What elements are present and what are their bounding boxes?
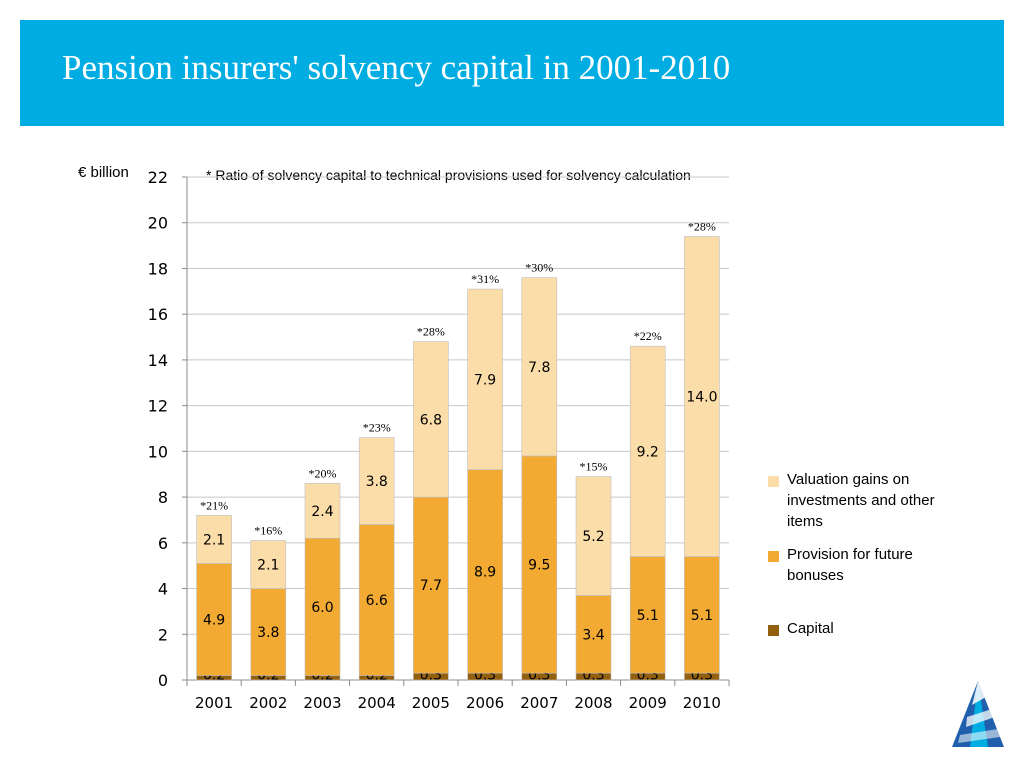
ratio-label-2010: *28%	[688, 219, 716, 233]
x-tick-label-2002: 2002	[249, 694, 287, 712]
bar-value-label-2010-s2: 14.0	[686, 389, 717, 405]
bar-value-label-2009-s1: 5.1	[637, 608, 659, 624]
bar-segment-2006-s1	[467, 469, 503, 674]
chart-footnote: * Ratio of solvency capital to technical…	[206, 167, 691, 183]
title-banner: Pension insurers' solvency capital in 20…	[20, 20, 1004, 126]
legend-label-provision: Provision for future bonuses	[787, 546, 913, 584]
bar-value-label-2002-s1: 3.8	[257, 625, 279, 641]
page-title: Pension insurers' solvency capital in 20…	[62, 48, 731, 87]
bar-segment-2003-s2	[304, 483, 341, 539]
y-tick-label-2: 2	[158, 625, 168, 644]
y-tick-label-6: 6	[158, 534, 168, 553]
y-tick-label-12: 12	[148, 397, 168, 416]
legend-swatch-capital	[768, 625, 779, 636]
y-tick-label-0: 0	[158, 671, 168, 690]
y-tick-label-10: 10	[148, 442, 168, 461]
bar-value-label-2003-s1: 6.0	[311, 600, 333, 616]
x-tick-label-2004: 2004	[358, 694, 396, 712]
y-axis-unit-label: € billion	[78, 164, 129, 181]
x-tick-label-2010: 2010	[683, 694, 721, 712]
bar-segment-2001-s1	[196, 563, 232, 676]
x-tick-label-2007: 2007	[520, 694, 558, 712]
x-tick-label-2008: 2008	[574, 694, 612, 712]
bar-segment-2007-s2	[521, 277, 558, 457]
bar-value-label-2005-s1: 7.7	[420, 578, 442, 594]
bar-segment-2006-s2	[467, 288, 503, 470]
bar-segment-2007-s1	[521, 455, 558, 674]
y-tick-label-16: 16	[148, 305, 168, 324]
bar-value-label-2009-s2: 9.2	[637, 444, 659, 460]
ratio-label-2001: *21%	[200, 498, 228, 512]
ratio-label-2004: *23%	[363, 421, 391, 435]
ratio-label-2009: *22%	[634, 329, 662, 343]
bar-segment-2005-s2	[413, 341, 449, 498]
legend-label-capital: Capital	[787, 620, 834, 637]
legend-swatch-valuation-gains	[768, 476, 779, 487]
bar-value-label-2007-s1: 9.5	[528, 558, 550, 574]
bar-value-label-2006-s1: 8.9	[474, 564, 496, 580]
bar-value-label-2008-s2: 5.2	[582, 529, 604, 545]
bar-value-label-2001-s2: 2.1	[203, 532, 225, 548]
ratio-label-2008: *15%	[580, 460, 608, 474]
bar-segment-2010-s1	[684, 556, 720, 674]
bar-segment-2001-s2	[196, 515, 232, 564]
bar-value-label-2004-s1: 6.6	[366, 593, 388, 609]
bar-segment-2005-s1	[413, 496, 449, 674]
bar-segment-2010-s2	[684, 236, 720, 557]
y-tick-label-4: 4	[158, 580, 168, 599]
x-tick-label-2009: 2009	[629, 694, 667, 712]
ratio-label-2002: *16%	[254, 524, 282, 538]
bar-segment-2002-s1	[250, 588, 287, 676]
bar-segment-2003-s1	[304, 537, 341, 676]
bar-segment-2002-s2	[250, 540, 287, 589]
bar-segment-2009-s2	[629, 345, 666, 557]
bar-segment-2008-s2	[575, 476, 612, 596]
x-tick-label-2001: 2001	[195, 694, 233, 712]
y-tick-label-14: 14	[148, 351, 168, 370]
bar-value-label-2006-s2: 7.9	[474, 372, 496, 388]
ratio-label-2003: *20%	[309, 466, 337, 480]
legend-swatch-provision	[768, 551, 779, 562]
legend-label-valuation-gains: Valuation gains on investments and other…	[787, 471, 935, 530]
bar-value-label-2004-s2: 3.8	[366, 474, 388, 490]
x-tick-label-2003: 2003	[303, 694, 341, 712]
bar-value-label-2001-s1: 4.9	[203, 612, 225, 628]
y-tick-label-8: 8	[158, 488, 168, 507]
y-tick-label-22: 22	[148, 168, 168, 187]
ratio-label-2006: *31%	[471, 272, 499, 286]
bar-segment-2008-s1	[575, 595, 612, 674]
bar-value-label-2008-s1: 3.4	[582, 627, 604, 643]
y-tick-label-20: 20	[148, 214, 168, 233]
x-tick-label-2006: 2006	[466, 694, 504, 712]
bar-segment-2004-s2	[358, 437, 395, 525]
x-tick-label-2005: 2005	[412, 694, 450, 712]
bar-segment-2004-s1	[358, 524, 395, 676]
bar-value-label-2005-s2: 6.8	[420, 412, 442, 428]
triangle-logo-icon	[952, 681, 1004, 747]
y-tick-label-18: 18	[148, 259, 168, 278]
bar-value-label-2007-s2: 7.8	[528, 360, 550, 376]
bar-value-label-2002-s2: 2.1	[257, 558, 279, 574]
ratio-label-2005: *28%	[417, 325, 445, 339]
ratio-label-2007: *30%	[525, 261, 553, 275]
bar-value-label-2003-s2: 2.4	[311, 504, 333, 520]
bar-value-label-2010-s1: 5.1	[691, 608, 713, 624]
